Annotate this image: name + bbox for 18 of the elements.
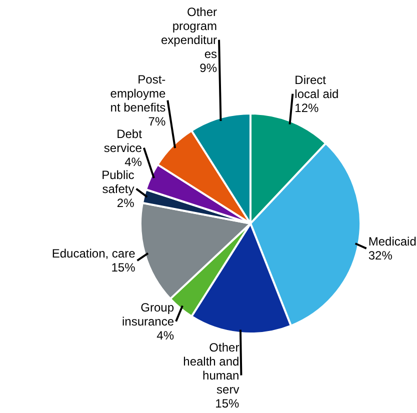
data-label: 12% xyxy=(294,100,320,115)
data-label: 4% xyxy=(124,154,142,169)
data-label: 9% xyxy=(200,60,218,75)
slice-label: Direct local aid xyxy=(294,72,339,101)
data-label: 15% xyxy=(111,260,136,275)
data-label: 7% xyxy=(148,114,166,128)
slice-label: Public safety xyxy=(102,168,134,196)
data-label: 2% xyxy=(116,196,135,210)
data-label: 4% xyxy=(156,328,174,342)
data-label: 32% xyxy=(368,248,393,262)
slice-label: Group insurance xyxy=(122,300,174,328)
data-label: 15% xyxy=(215,396,240,410)
slice-label: Other health and human serv xyxy=(183,340,240,396)
slice-label: Post- employme nt benefits xyxy=(110,72,166,114)
slice-label: Education, care xyxy=(52,246,136,261)
slice-label: Debt service xyxy=(104,126,143,155)
slice-label: Medicaid xyxy=(368,234,416,248)
slice-label: Other program expenditur es xyxy=(160,4,218,61)
